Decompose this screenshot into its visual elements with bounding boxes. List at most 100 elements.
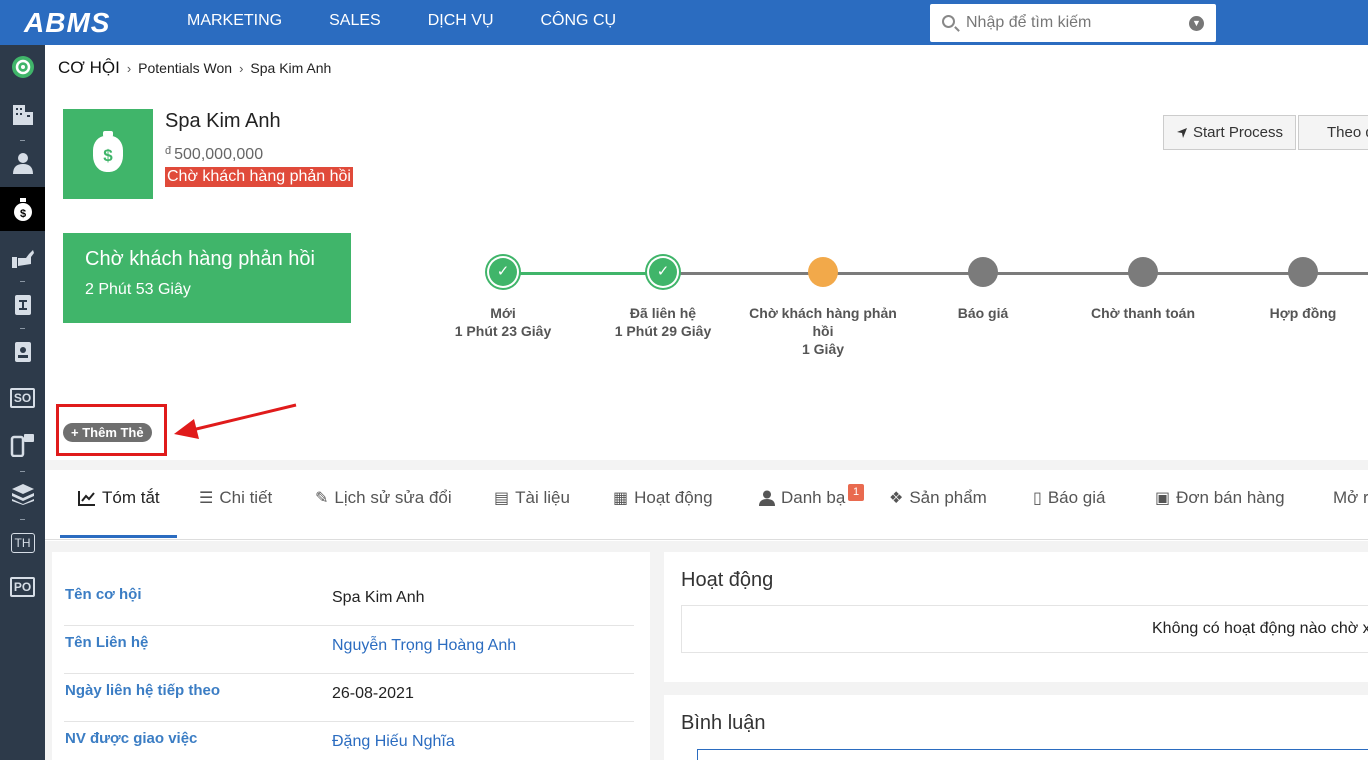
start-process-label: Start Process bbox=[1192, 124, 1284, 141]
tab-bar bbox=[45, 470, 1368, 540]
field-value[interactable]: 26-08-2021 bbox=[332, 685, 414, 702]
document-icon: ▤ bbox=[494, 490, 510, 507]
tab-label: Tóm tắt bbox=[102, 488, 160, 507]
contact-link[interactable]: Nguyễn Trọng Hoàng Anh bbox=[332, 637, 517, 654]
so-icon: SO bbox=[9, 388, 36, 408]
tab-details[interactable]: ☰ Chi tiết bbox=[199, 488, 272, 508]
sidebar-item-mobile[interactable] bbox=[0, 423, 45, 467]
sidebar-item-opportunities[interactable]: $ bbox=[0, 187, 45, 231]
annotation-arrow-icon bbox=[174, 403, 297, 439]
stage-name: Mới bbox=[490, 305, 516, 321]
tab-summary[interactable]: Tóm tắt bbox=[78, 488, 160, 508]
sidebar-divider bbox=[20, 281, 25, 282]
chevron-down-icon[interactable]: ▼ bbox=[1189, 16, 1204, 31]
search-input[interactable] bbox=[966, 4, 1186, 42]
assignee-link[interactable]: Đặng Hiếu Nghĩa bbox=[332, 733, 455, 750]
record-amount: đ 500,000,000 bbox=[165, 145, 263, 164]
tab-products[interactable]: ❖ Sản phẩm bbox=[889, 488, 987, 508]
sidebar-item-products[interactable] bbox=[0, 472, 45, 516]
comment-input[interactable] bbox=[697, 749, 1368, 760]
stage-node-contract[interactable] bbox=[1288, 257, 1318, 287]
sidebar-item-contact-book[interactable] bbox=[0, 330, 45, 374]
sidebar-divider bbox=[20, 328, 25, 329]
add-tag-button[interactable]: + Thêm Thẻ bbox=[63, 423, 152, 442]
stage-label: Đã liên hệ 1 Phút 29 Giây bbox=[583, 304, 743, 340]
tab-label: Mở rộng bbox=[1333, 488, 1368, 507]
current-stage-duration: 2 Phút 53 Giây bbox=[85, 281, 191, 298]
field-label: Ngày liên hệ tiếp theo bbox=[65, 682, 221, 699]
app-logo[interactable]: ABMS bbox=[24, 7, 111, 38]
field-value[interactable]: Spa Kim Anh bbox=[332, 589, 425, 606]
top-nav: MARKETING SALES DỊCH VỤ CÔNG CỤ bbox=[187, 0, 663, 45]
follow-button[interactable]: Theo dõi bbox=[1298, 115, 1368, 150]
start-process-button[interactable]: Start Process bbox=[1163, 115, 1296, 150]
contacts-count-badge: 1 bbox=[848, 484, 864, 501]
po-icon: PO bbox=[9, 577, 36, 597]
tools-icon bbox=[11, 250, 34, 268]
stage-time: 1 Phút 23 Giây bbox=[454, 323, 552, 339]
line-chart-icon bbox=[78, 491, 95, 506]
nav-sales[interactable]: SALES bbox=[329, 12, 381, 29]
sidebar-item-home[interactable] bbox=[0, 45, 45, 89]
chevron-right-icon: › bbox=[126, 60, 132, 76]
sidebar-item-sales-order[interactable]: SO bbox=[0, 376, 45, 420]
sidebar-item-documents[interactable] bbox=[0, 283, 45, 327]
sidebar-divider bbox=[20, 519, 25, 520]
current-stage-title: Chờ khách hàng phản hồi bbox=[85, 248, 315, 270]
tab-label: Tài liệu bbox=[515, 488, 570, 507]
sidebar-divider bbox=[20, 140, 25, 141]
breadcrumb-level1[interactable]: Potentials Won bbox=[138, 60, 233, 76]
stage-node-new[interactable] bbox=[489, 258, 517, 286]
stage-node-quote[interactable] bbox=[968, 257, 998, 287]
nav-tools[interactable]: CÔNG CỤ bbox=[540, 12, 617, 29]
tab-contacts[interactable]: Danh bạ bbox=[759, 488, 845, 508]
highlight-box bbox=[56, 404, 167, 456]
nav-marketing[interactable]: MARKETING bbox=[187, 12, 283, 29]
stage-name: Báo giá bbox=[957, 305, 1009, 321]
current-stage-box: Chờ khách hàng phản hồi 2 Phút 53 Giây bbox=[63, 233, 351, 323]
progress-line bbox=[503, 272, 663, 275]
svg-text:$: $ bbox=[19, 208, 25, 220]
comments-panel: Bình luận bbox=[664, 695, 1368, 760]
tab-label: Hoạt động bbox=[634, 488, 713, 507]
tab-sales-orders[interactable]: ▣ Đơn bán hàng bbox=[1155, 488, 1285, 508]
amount-value: 500,000,000 bbox=[174, 146, 264, 163]
global-search: ▼ bbox=[930, 4, 1216, 42]
stage-time: 1 Phút 29 Giây bbox=[614, 323, 712, 339]
sidebar-item-organizations[interactable] bbox=[0, 93, 45, 137]
chevron-right-icon: › bbox=[239, 60, 244, 76]
field-label: Tên Liên hệ bbox=[65, 634, 149, 651]
tab-label: Sản phẩm bbox=[909, 488, 987, 507]
money-bag-icon: $ bbox=[13, 198, 32, 221]
tab-activities[interactable]: ▦ Hoạt động bbox=[613, 488, 713, 508]
stage-node-waiting[interactable] bbox=[808, 257, 838, 287]
tab-label: Lịch sử sửa đổi bbox=[334, 488, 452, 507]
nav-services[interactable]: DỊCH VỤ bbox=[427, 12, 494, 29]
breadcrumb-root[interactable]: CƠ HỘI bbox=[58, 58, 120, 77]
sidebar-item-th[interactable]: TH bbox=[0, 521, 45, 565]
quote-icon: ▯ bbox=[1033, 490, 1042, 507]
stage-name: Chờ thanh toán bbox=[1090, 305, 1196, 321]
sidebar-item-contacts[interactable] bbox=[0, 141, 45, 185]
sidebar-item-purchase-order[interactable]: PO bbox=[0, 565, 45, 609]
tab-documents[interactable]: ▤ Tài liệu bbox=[494, 488, 570, 508]
sidebar-item-services[interactable] bbox=[0, 237, 45, 281]
stage-node-contacted[interactable] bbox=[649, 258, 677, 286]
progress-line bbox=[1303, 272, 1368, 275]
tab-label: Báo giá bbox=[1047, 488, 1106, 507]
breadcrumb: CƠ HỘI › Potentials Won › Spa Kim Anh bbox=[58, 58, 331, 78]
edit-history-icon: ✎ bbox=[315, 490, 329, 507]
stage-node-payment[interactable] bbox=[1128, 257, 1158, 287]
summary-row: Tên cơ hội Spa Kim Anh bbox=[64, 578, 634, 626]
field-label: NV được giao việc bbox=[65, 730, 198, 747]
location-arrow-icon bbox=[1176, 127, 1187, 138]
target-icon bbox=[11, 56, 34, 78]
tab-more[interactable]: Mở rộng bbox=[1333, 488, 1368, 508]
tab-label: Đơn bán hàng bbox=[1176, 488, 1285, 507]
summary-row: NV được giao việc Đặng Hiếu Nghĩa bbox=[64, 722, 634, 760]
tab-quotes[interactable]: ▯ Báo giá bbox=[1033, 488, 1105, 508]
tab-history[interactable]: ✎ Lịch sử sửa đổi bbox=[315, 488, 452, 508]
stage-label: Hợp đồng bbox=[1223, 304, 1368, 322]
tab-label: Danh bạ bbox=[781, 488, 846, 507]
stage-label: Báo giá bbox=[903, 304, 1063, 322]
